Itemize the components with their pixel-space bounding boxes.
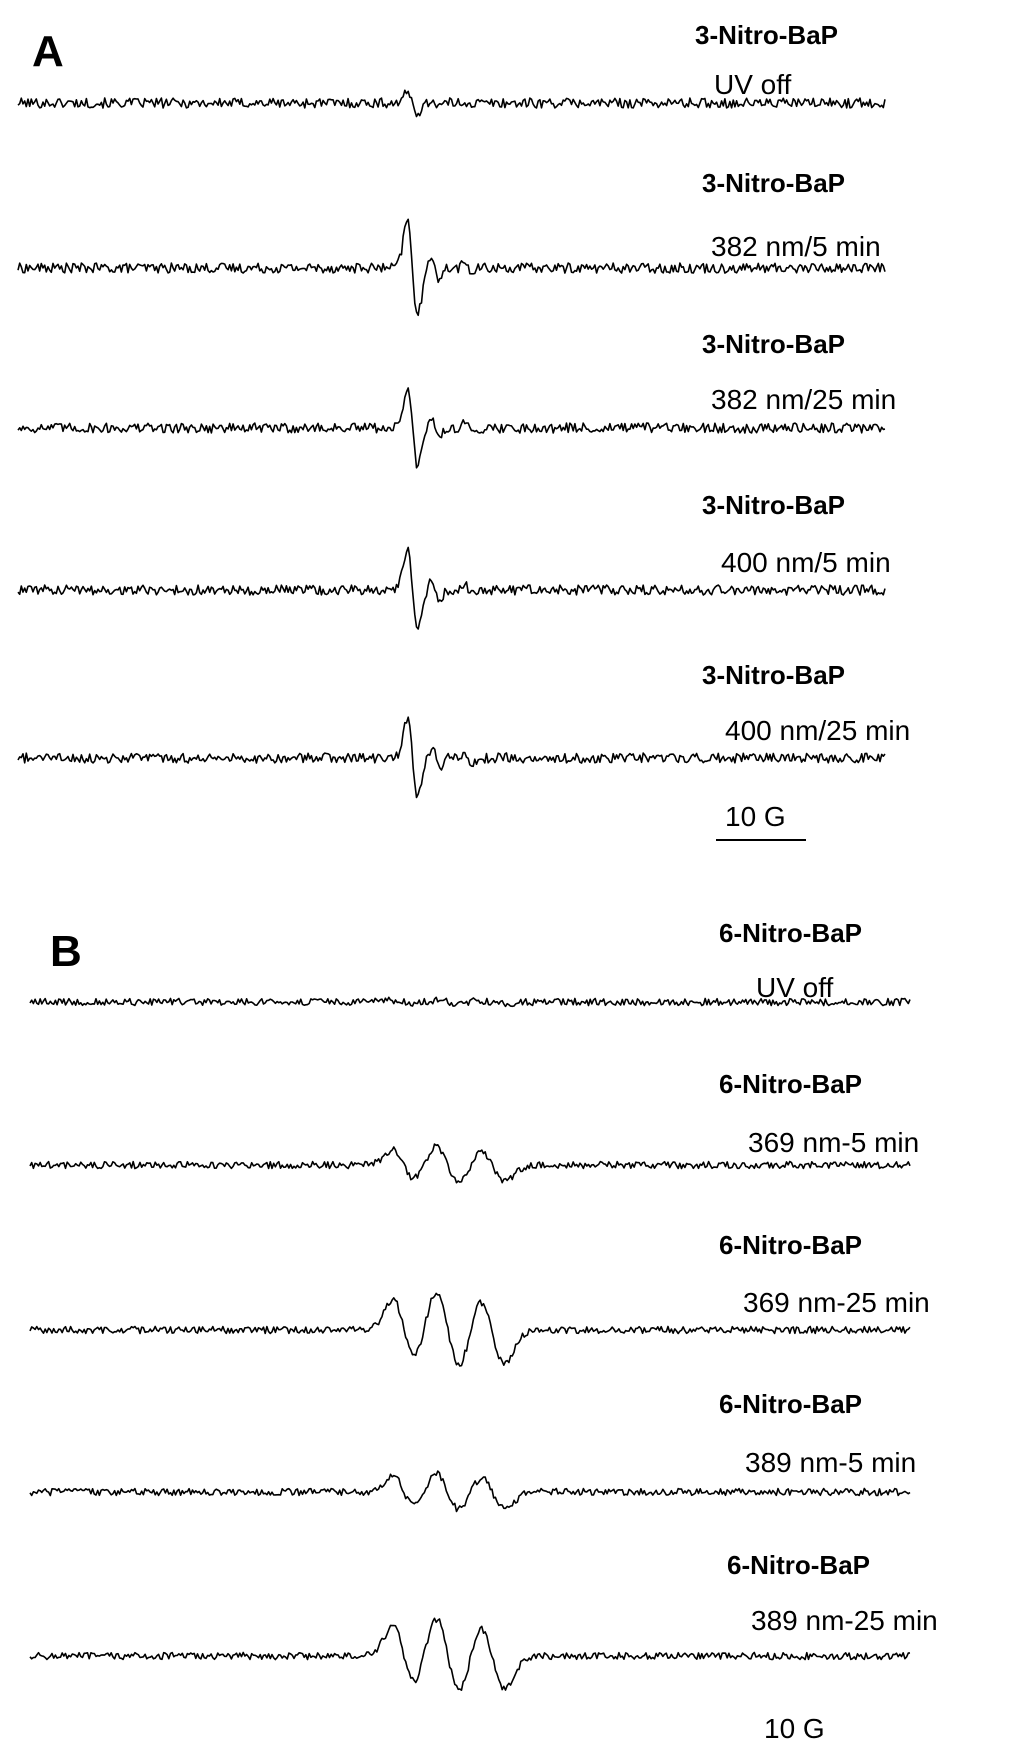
panel-a-trace-5-compound: 3-Nitro-BaP bbox=[702, 660, 845, 690]
panel-b-scale-bar-label: 10 G bbox=[764, 1713, 825, 1744]
panel-a-trace-2-compound: 3-Nitro-BaP bbox=[702, 168, 845, 198]
panel-b-trace-5: 6-Nitro-BaP 389 nm-25 min bbox=[29, 1550, 938, 1691]
panel-a-trace-4-condition: 400 nm/5 min bbox=[721, 547, 891, 578]
panel-a-scale-bar: 10 G bbox=[716, 801, 806, 841]
panel-b-trace-2: 6-Nitro-BaP 369 nm-5 min bbox=[29, 1069, 919, 1184]
panel-a-trace-4-line bbox=[17, 546, 886, 630]
panel-a-trace-2-condition: 382 nm/5 min bbox=[711, 231, 881, 262]
panel-b-trace-3-condition: 369 nm-25 min bbox=[743, 1287, 930, 1318]
panel-a-trace-4: 3-Nitro-BaP 400 nm/5 min bbox=[17, 490, 891, 630]
panel-b-trace-2-line bbox=[29, 1143, 911, 1184]
panel-b-trace-3: 6-Nitro-BaP 369 nm-25 min bbox=[29, 1230, 930, 1367]
panel-a-trace-3-line bbox=[17, 387, 886, 469]
panel-a-trace-3: 3-Nitro-BaP 382 nm/25 min bbox=[17, 329, 896, 469]
panel-a-trace-1-compound: 3-Nitro-BaP bbox=[695, 20, 838, 50]
panel-a-trace-5-condition: 400 nm/25 min bbox=[725, 715, 910, 746]
panel-b: B 6-Nitro-BaP UV off 6-Nitro-BaP 369 nm-… bbox=[29, 918, 938, 1744]
panel-b-trace-1-condition: UV off bbox=[756, 972, 834, 1003]
panel-b-trace-1: 6-Nitro-BaP UV off bbox=[29, 918, 911, 1008]
panel-b-trace-1-line bbox=[29, 996, 911, 1008]
panel-b-trace-2-condition: 369 nm-5 min bbox=[748, 1127, 919, 1158]
panel-a: A 3-Nitro-BaP UV off 3-Nitro-BaP 382 nm/… bbox=[17, 20, 910, 841]
panel-a-trace-1-line bbox=[17, 89, 886, 118]
panel-a-trace-1: 3-Nitro-BaP UV off bbox=[17, 20, 886, 118]
panel-a-scale-bar-label: 10 G bbox=[725, 801, 786, 832]
panel-a-letter: A bbox=[32, 27, 64, 76]
panel-a-trace-4-compound: 3-Nitro-BaP bbox=[702, 490, 845, 520]
panel-b-trace-4-line bbox=[29, 1470, 911, 1513]
panel-a-trace-3-condition: 382 nm/25 min bbox=[711, 384, 896, 415]
panel-b-trace-5-compound: 6-Nitro-BaP bbox=[727, 1550, 870, 1580]
panel-b-scale-bar: 10 G bbox=[764, 1713, 825, 1744]
panel-b-letter: B bbox=[50, 927, 82, 976]
panel-b-trace-4-compound: 6-Nitro-BaP bbox=[719, 1389, 862, 1419]
panel-a-trace-2-line bbox=[17, 218, 886, 317]
panel-b-trace-1-compound: 6-Nitro-BaP bbox=[719, 918, 862, 948]
panel-a-trace-3-compound: 3-Nitro-BaP bbox=[702, 329, 845, 359]
panel-b-trace-5-line bbox=[29, 1617, 911, 1691]
panel-a-trace-2: 3-Nitro-BaP 382 nm/5 min bbox=[17, 168, 886, 317]
panel-b-trace-2-compound: 6-Nitro-BaP bbox=[719, 1069, 862, 1099]
panel-b-trace-4-condition: 389 nm-5 min bbox=[745, 1447, 916, 1478]
panel-a-trace-1-condition: UV off bbox=[714, 69, 792, 100]
panel-b-trace-5-condition: 389 nm-25 min bbox=[751, 1605, 938, 1636]
panel-a-trace-5: 3-Nitro-BaP 400 nm/25 min bbox=[17, 660, 910, 799]
panel-b-trace-3-line bbox=[29, 1292, 911, 1367]
panel-a-trace-5-line bbox=[17, 716, 886, 799]
panel-b-trace-3-compound: 6-Nitro-BaP bbox=[719, 1230, 862, 1260]
panel-b-trace-4: 6-Nitro-BaP 389 nm-5 min bbox=[29, 1389, 916, 1513]
